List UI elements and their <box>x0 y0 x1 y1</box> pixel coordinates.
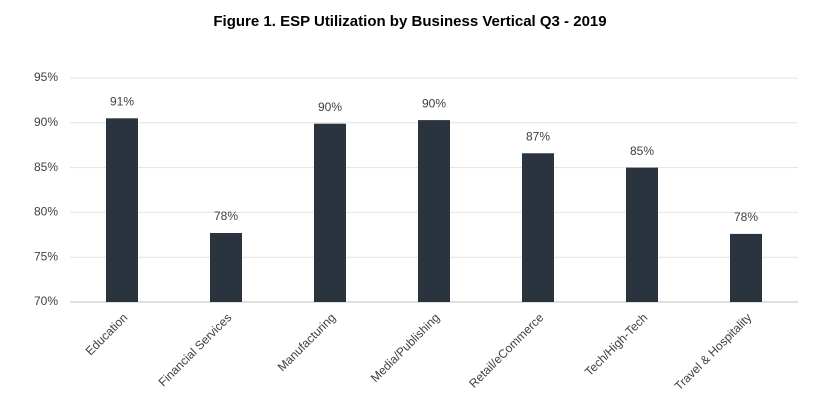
data-label: 85% <box>630 144 654 158</box>
chart-title: Figure 1. ESP Utilization by Business Ve… <box>213 13 606 30</box>
bar <box>314 123 346 302</box>
bar <box>418 120 450 302</box>
x-tick-label: Education <box>83 310 131 358</box>
data-label: 91% <box>110 94 134 108</box>
data-label: 78% <box>734 210 758 224</box>
bar <box>626 167 658 302</box>
bar <box>106 118 138 302</box>
x-tick-label: Manufacturing <box>275 310 339 374</box>
bar <box>730 233 762 302</box>
x-tick-label: Travel & Hospitality <box>672 310 755 393</box>
y-tick-label: 70% <box>34 294 58 308</box>
y-tick-label: 95% <box>34 70 58 84</box>
x-tick-label: Financial Services <box>156 310 235 389</box>
data-label: 90% <box>422 96 446 110</box>
bar <box>210 233 242 302</box>
x-tick-label: Tech/High-Tech <box>582 310 650 378</box>
bar <box>522 153 554 302</box>
y-tick-label: 90% <box>34 115 58 129</box>
data-label: 90% <box>318 100 342 114</box>
y-tick-label: 75% <box>34 249 58 263</box>
x-tick-label: Media/Publishing <box>368 310 443 385</box>
y-tick-label: 80% <box>34 205 58 219</box>
y-tick-label: 85% <box>34 160 58 174</box>
data-label: 87% <box>526 129 550 143</box>
x-tick-label: Retail/eCommerce <box>466 310 546 390</box>
data-label: 78% <box>214 209 238 223</box>
